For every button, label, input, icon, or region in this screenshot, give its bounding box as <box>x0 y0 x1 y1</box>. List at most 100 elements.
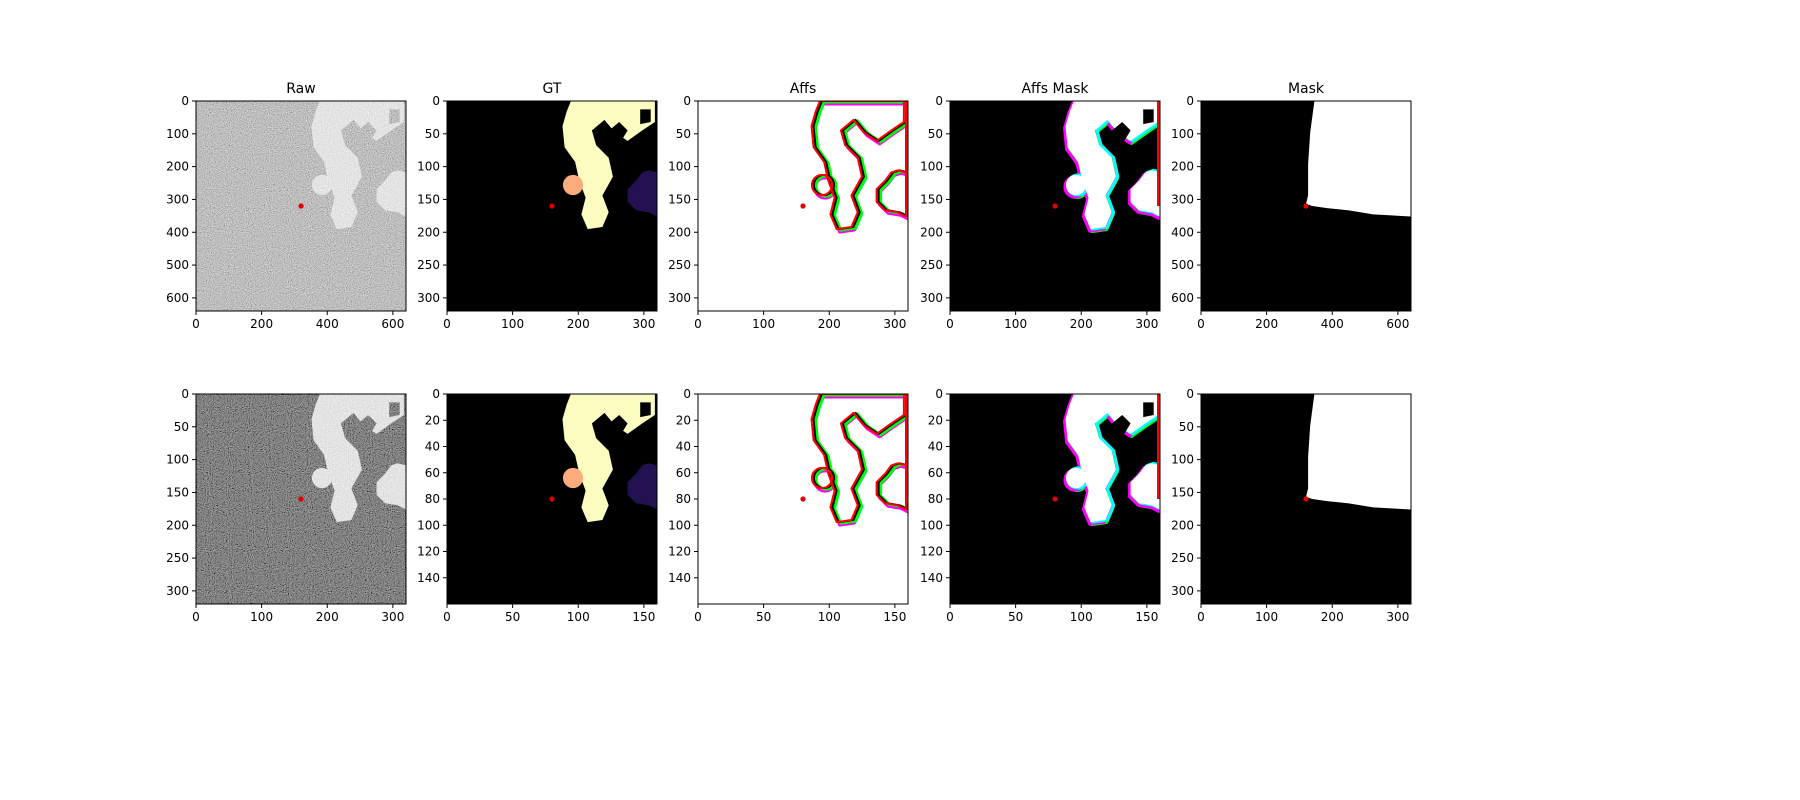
y-tick-label: 80 <box>928 492 943 506</box>
x-tick-label: 200 <box>250 317 273 331</box>
center-marker-point <box>1303 496 1309 502</box>
object-hole <box>1143 402 1154 418</box>
y-tick-label: 0 <box>432 387 440 401</box>
y-tick-label: 400 <box>1171 225 1194 239</box>
x-tick-label: 0 <box>443 317 451 331</box>
y-tick-label: 0 <box>1186 387 1194 401</box>
x-tick-label: 100 <box>818 610 841 624</box>
y-tick-label: 50 <box>425 127 440 141</box>
axes-frame <box>697 100 909 312</box>
x-tick-label: 300 <box>1386 610 1409 624</box>
y-tick-label: 150 <box>920 192 943 206</box>
object-shape <box>562 467 584 489</box>
y-tick-label: 20 <box>928 413 943 427</box>
affsmask-edge-strip <box>1157 394 1160 499</box>
y-tick-label: 0 <box>683 387 691 401</box>
axes-frame <box>195 393 407 605</box>
x-tick-label: 200 <box>1255 317 1278 331</box>
y-tick-label: 80 <box>425 492 440 506</box>
object-hole <box>640 402 651 418</box>
object-shape <box>562 101 655 230</box>
axes-frame <box>1200 100 1412 312</box>
y-tick-label: 600 <box>166 291 189 305</box>
center-marker-point <box>298 203 304 209</box>
y-tick-label: 0 <box>181 387 189 401</box>
y-tick-label: 100 <box>1171 453 1194 467</box>
center-marker-point <box>298 496 304 502</box>
y-tick-label: 100 <box>920 160 943 174</box>
y-tick-label: 0 <box>1186 94 1194 108</box>
y-tick-label: 100 <box>417 518 440 532</box>
object-shape <box>877 169 908 218</box>
x-tick-label: 600 <box>1386 317 1409 331</box>
y-tick-label: 500 <box>1171 258 1194 272</box>
panel-title: Affs <box>790 81 817 97</box>
y-tick-label: 250 <box>920 258 943 272</box>
x-tick-label: 150 <box>1135 610 1158 624</box>
object-shape <box>812 101 907 231</box>
y-tick-label: 80 <box>676 492 691 506</box>
y-tick-label: 50 <box>928 127 943 141</box>
panel-r1-c1: 0 50 100 150 0 20 40 60 80 100 120 140 <box>417 387 658 624</box>
y-tick-label: 60 <box>928 466 943 480</box>
y-tick-label: 100 <box>668 160 691 174</box>
y-tick-label: 150 <box>166 485 189 499</box>
x-tick-label: 0 <box>192 317 200 331</box>
x-tick-label: 100 <box>752 317 775 331</box>
y-tick-label: 50 <box>1179 420 1194 434</box>
center-marker-point <box>549 496 555 502</box>
y-tick-label: 40 <box>928 440 943 454</box>
y-tick-label: 300 <box>166 192 189 206</box>
y-tick-label: 150 <box>668 192 691 206</box>
y-tick-label: 50 <box>174 420 189 434</box>
panel-r1-c2: 0 50 100 150 0 20 40 60 80 100 120 140 <box>668 387 909 624</box>
y-tick-label: 200 <box>166 160 189 174</box>
y-tick-label: 40 <box>676 440 691 454</box>
y-tick-label: 100 <box>417 160 440 174</box>
y-tick-label: 140 <box>920 571 943 585</box>
y-tick-label: 300 <box>1171 584 1194 598</box>
object-shape <box>877 462 908 511</box>
object-shape <box>562 174 584 196</box>
x-tick-label: 300 <box>381 610 404 624</box>
x-tick-label: 600 <box>381 317 404 331</box>
y-tick-label: 0 <box>181 94 189 108</box>
x-tick-label: 0 <box>946 610 954 624</box>
object-shape <box>810 466 834 490</box>
y-tick-label: 200 <box>417 225 440 239</box>
object-shape <box>1065 174 1087 196</box>
y-tick-label: 400 <box>166 225 189 239</box>
x-tick-label: 300 <box>883 317 906 331</box>
affs-edge-strip <box>905 394 908 504</box>
y-tick-label: 100 <box>1171 127 1194 141</box>
x-tick-label: 300 <box>1135 317 1158 331</box>
x-tick-label: 50 <box>756 610 771 624</box>
y-tick-label: 120 <box>417 545 440 559</box>
object-shape <box>627 170 657 217</box>
object-shape <box>810 173 834 197</box>
center-marker-point <box>1052 203 1058 209</box>
center-marker-point <box>1052 496 1058 502</box>
mask-foreground-region <box>1306 101 1411 217</box>
x-tick-label: 0 <box>192 610 200 624</box>
panel-r1-c3: 0 50 100 150 0 20 40 60 80 100 120 140 <box>920 387 1161 624</box>
y-tick-label: 300 <box>417 291 440 305</box>
x-tick-label: 200 <box>567 317 590 331</box>
x-tick-label: 200 <box>1321 610 1344 624</box>
y-tick-label: 100 <box>668 518 691 532</box>
center-marker-point <box>800 496 806 502</box>
object-hole <box>1143 109 1154 125</box>
x-tick-label: 100 <box>1070 610 1093 624</box>
x-tick-label: 0 <box>694 317 702 331</box>
center-marker-point <box>800 203 806 209</box>
object-shape <box>1065 467 1087 489</box>
x-tick-label: 0 <box>443 610 451 624</box>
object-shape <box>1130 463 1160 510</box>
x-tick-label: 50 <box>1008 610 1023 624</box>
axes-frame <box>1200 393 1412 605</box>
y-tick-label: 200 <box>1171 160 1194 174</box>
